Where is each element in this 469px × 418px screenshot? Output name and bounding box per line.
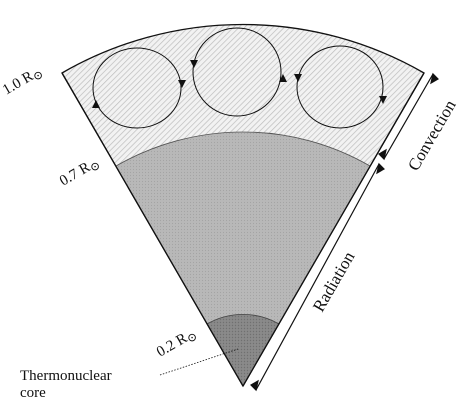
arrow-up-icon: [430, 72, 439, 85]
convection-dimension: [378, 72, 439, 161]
cell-arrow-icon: [190, 60, 198, 68]
core-label-line2: core: [20, 385, 46, 401]
convection-cell-middle: [192, 27, 282, 117]
convection-cell-right: [296, 45, 384, 129]
convection-cell-left: [92, 47, 182, 129]
radiation-zone: [115, 131, 371, 387]
radiation-dimension: [250, 162, 385, 392]
core-label-line1: Thermonuclear: [20, 368, 112, 384]
arrow-down-icon: [378, 148, 387, 161]
convection-label: Convection: [404, 96, 460, 174]
cell-arrow-icon: [92, 100, 100, 108]
convection-cell-arrows: [92, 60, 387, 108]
wedge-right-edge: [242, 72, 425, 387]
cell-arrow-icon: [379, 96, 387, 104]
cell-arrow-icon: [178, 80, 186, 88]
radius-label-middle: 0.7 R⊙: [57, 154, 103, 191]
arrow-down-icon: [250, 379, 259, 392]
radius-label-outer: 1.0 R⊙: [0, 63, 46, 100]
convection-cells: [92, 27, 384, 129]
wedge-left-edge: [61, 72, 244, 387]
cell-arrow-icon: [294, 74, 302, 82]
convection-dimension-line: [383, 73, 434, 160]
arrow-up-icon: [376, 162, 385, 175]
cell-arrow-icon: [279, 74, 287, 82]
core-zone: [206, 314, 280, 387]
radiation-dimension-line: [255, 163, 380, 391]
radius-label-inner: 0.2 R⊙: [154, 325, 200, 362]
